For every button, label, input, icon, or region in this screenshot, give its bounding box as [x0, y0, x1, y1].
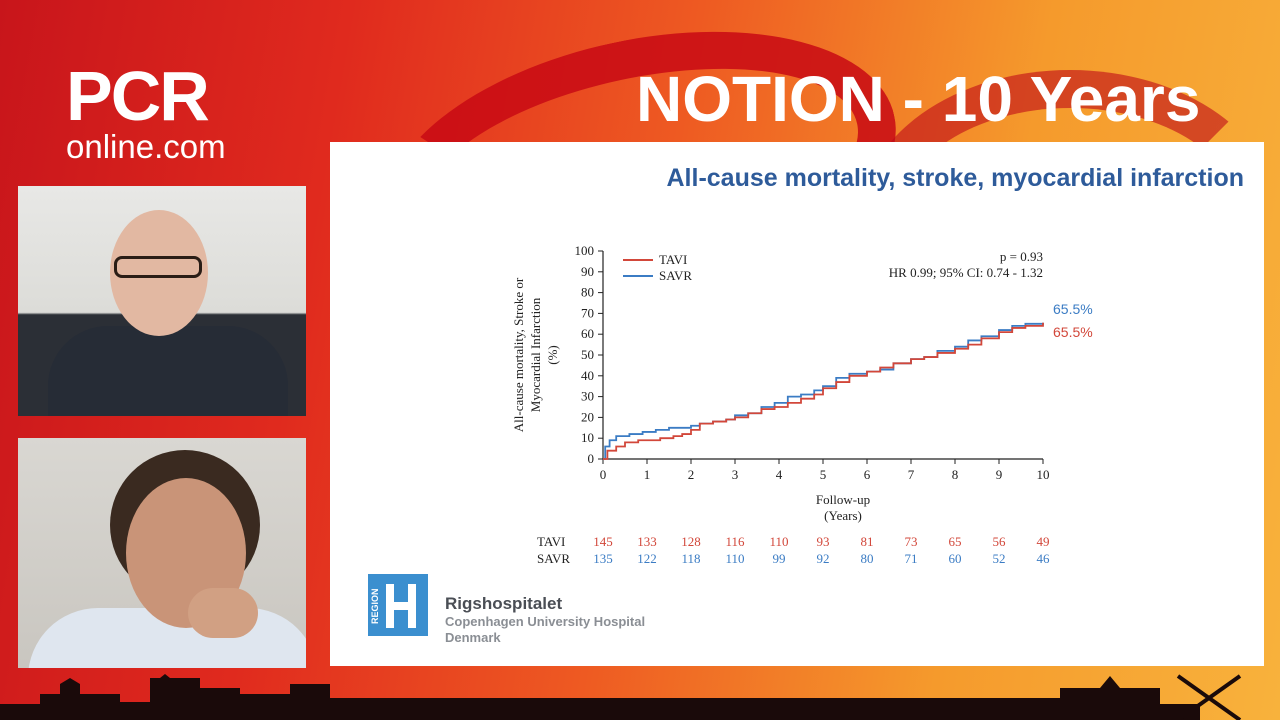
risk-count: 80 — [861, 551, 874, 566]
x-tick-label: 1 — [644, 467, 651, 482]
risk-count: 49 — [1037, 534, 1050, 549]
x-axis-label: Follow-up — [816, 492, 870, 507]
x-tick-label: 0 — [600, 467, 607, 482]
p-value-label: p = 0.93 — [1000, 249, 1043, 264]
y-tick-label: 20 — [581, 409, 594, 424]
risk-count: 128 — [681, 534, 701, 549]
y-tick-label: 60 — [581, 326, 594, 341]
risk-count: 65 — [949, 534, 962, 549]
hospital-logo: REGION — [368, 574, 428, 636]
y-tick-label: 70 — [581, 305, 594, 320]
y-tick-label: 10 — [581, 430, 594, 445]
speaker-body — [48, 326, 288, 416]
risk-row-label: SAVR — [537, 551, 570, 566]
y-tick-label: 50 — [581, 347, 594, 362]
savr-curve — [603, 322, 1044, 460]
y-tick-label: 90 — [581, 264, 594, 279]
speaker-head — [110, 210, 208, 336]
risk-count: 73 — [905, 534, 918, 549]
speaker-hand — [188, 588, 258, 638]
risk-count: 81 — [861, 534, 874, 549]
chart-lines — [603, 322, 1044, 460]
x-tick-label: 2 — [688, 467, 695, 482]
slide-title: All-cause mortality, stroke, myocardial … — [666, 164, 1245, 192]
x-tick-label: 6 — [864, 467, 871, 482]
risk-count: 99 — [773, 551, 786, 566]
risk-table: TAVI 145 133 128 116 110 93 81 73 65 56 49 SAVR 135 12… — [537, 534, 1050, 566]
risk-count: 52 — [993, 551, 1006, 566]
chart-axes: 0 1 2 3 4 5 6 7 8 9 100102030405060708090100Follow… — [511, 243, 1050, 523]
risk-count: 135 — [593, 551, 613, 566]
logo-bar — [386, 602, 416, 610]
risk-count: 71 — [905, 551, 918, 566]
x-tick-label: 9 — [996, 467, 1003, 482]
x-axis-label: (Years) — [824, 508, 862, 523]
risk-count: 118 — [681, 551, 700, 566]
risk-count: 116 — [725, 534, 745, 549]
y-axis-label: Myocardial Infarction — [528, 297, 543, 412]
pcr-logo[interactable]: PCR online.com — [66, 57, 226, 165]
risk-count: 122 — [637, 551, 657, 566]
risk-count: 110 — [725, 551, 744, 566]
x-tick-label: 10 — [1037, 467, 1050, 482]
glasses-icon — [114, 256, 202, 278]
speaker-video-2 — [18, 438, 306, 668]
kaplan-meier-chart: 0 1 2 3 4 5 6 7 8 9 100102030405060708090100Follow… — [511, 243, 1050, 566]
y-tick-label: 0 — [588, 451, 595, 466]
logo-sub-text: online.com — [66, 128, 226, 165]
risk-count: 60 — [949, 551, 962, 566]
y-axis-label: (%) — [545, 345, 560, 365]
tavi-curve — [603, 322, 1044, 460]
x-tick-label: 8 — [952, 467, 959, 482]
legend-label: TAVI — [659, 252, 687, 267]
risk-count: 145 — [593, 534, 613, 549]
y-tick-label: 40 — [581, 368, 594, 383]
presentation-slide: All-cause mortality, stroke, myocardial … — [330, 142, 1264, 666]
hospital-line-2: Copenhagen University Hospital — [445, 614, 646, 629]
banner-title: NOTION - 10 Years — [636, 63, 1201, 135]
speaker-video-1 — [18, 186, 306, 416]
y-tick-label: 80 — [581, 285, 594, 300]
x-tick-label: 7 — [908, 467, 915, 482]
risk-count: 92 — [817, 551, 830, 566]
x-tick-label: 3 — [732, 467, 739, 482]
savr-end-label: 65.5% — [1053, 300, 1093, 317]
y-tick-label: 100 — [575, 243, 595, 258]
risk-count: 46 — [1037, 551, 1051, 566]
risk-count: 110 — [769, 534, 788, 549]
logo-region-text: REGION — [370, 588, 380, 624]
risk-count: 56 — [993, 534, 1007, 549]
hospital-name-block: Rigshospitalet Copenhagen University Hos… — [445, 594, 645, 646]
y-axis-label: All-cause mortality, Stroke or — [511, 277, 526, 432]
x-tick-label: 5 — [820, 467, 827, 482]
hospital-name: Rigshospitalet — [445, 594, 563, 613]
x-tick-label: 4 — [776, 467, 783, 482]
risk-row-label: TAVI — [537, 534, 565, 549]
risk-count: 93 — [817, 534, 830, 549]
hospital-line-3: Denmark — [445, 630, 501, 645]
hazard-ratio-label: HR 0.99; 95% CI: 0.74 - 1.32 — [889, 265, 1043, 280]
legend-label: SAVR — [659, 268, 692, 283]
y-tick-label: 30 — [581, 389, 594, 404]
risk-count: 133 — [637, 534, 657, 549]
tavi-end-label: 65.5% — [1053, 323, 1093, 340]
logo-main-text: PCR — [66, 57, 210, 135]
skyline-silhouette — [0, 674, 1242, 720]
